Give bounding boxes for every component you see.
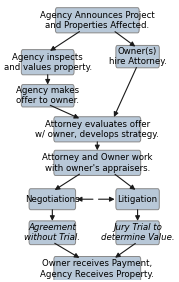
FancyBboxPatch shape — [29, 189, 76, 210]
Text: Agency makes
offer to owner.: Agency makes offer to owner. — [16, 86, 79, 105]
Text: Jury Trial to
determine Value.: Jury Trial to determine Value. — [101, 223, 174, 243]
FancyBboxPatch shape — [116, 189, 159, 210]
Text: Attorney and Owner work
with owner's appraisers.: Attorney and Owner work with owner's app… — [42, 153, 153, 173]
Text: Agency inspects
and values property.: Agency inspects and values property. — [4, 52, 92, 72]
FancyBboxPatch shape — [54, 150, 141, 175]
Text: Attorney evaluates offer
w/ owner, develops strategy.: Attorney evaluates offer w/ owner, devel… — [35, 120, 159, 139]
FancyBboxPatch shape — [54, 257, 141, 282]
Text: Owner receives Payment,
Agency Receives Property.: Owner receives Payment, Agency Receives … — [40, 259, 154, 279]
FancyBboxPatch shape — [55, 8, 139, 33]
FancyBboxPatch shape — [116, 45, 159, 68]
FancyBboxPatch shape — [21, 50, 74, 75]
Text: Negotiations: Negotiations — [25, 195, 80, 204]
Text: Litigation: Litigation — [118, 195, 158, 204]
Text: Agreement
without Trial.: Agreement without Trial. — [24, 223, 80, 243]
FancyBboxPatch shape — [54, 117, 141, 142]
Text: Owner(s)
hire Attorney.: Owner(s) hire Attorney. — [109, 47, 166, 66]
FancyBboxPatch shape — [116, 221, 159, 245]
FancyBboxPatch shape — [29, 221, 76, 245]
FancyBboxPatch shape — [21, 85, 74, 107]
Text: Agency Announces Project
and Properties Affected.: Agency Announces Project and Properties … — [40, 10, 155, 30]
